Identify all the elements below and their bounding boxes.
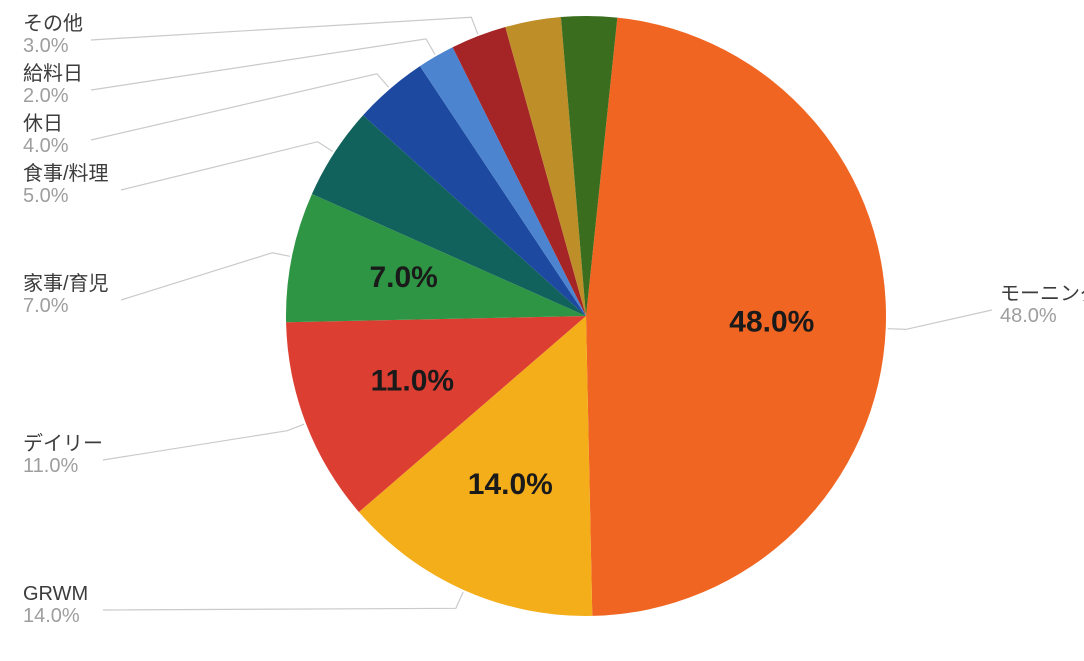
pie-ext-label-pct-1: 14.0% [23, 605, 80, 627]
pie-inner-pct-2: 11.0% [371, 365, 454, 398]
pie-ext-label-name-3: 家事/育児 [23, 272, 109, 295]
pie-ext-label-pct-5: 4.0% [23, 135, 69, 157]
pie-ext-label-name-7: その他 [23, 12, 83, 35]
pie-leader-3 [121, 253, 290, 300]
pie-ext-label-pct-6: 2.0% [23, 85, 69, 107]
pie-leader-0 [888, 310, 992, 329]
pie-leader-7 [91, 17, 478, 40]
pie-leader-6 [91, 39, 435, 90]
pie-ext-label-name-1: GRWM [23, 583, 88, 605]
pie-leader-2 [103, 424, 304, 460]
pie-chart-svg: 48.0%14.0%11.0%7.0%モーニング48.0%GRWM14.0%デイ… [0, 0, 1084, 661]
pie-leader-4 [121, 142, 333, 190]
pie-leader-1 [103, 592, 463, 610]
pie-ext-label-pct-3: 7.0% [23, 295, 69, 317]
pie-ext-label-name-0: モーニング [1000, 282, 1084, 305]
pie-inner-pct-0: 48.0% [729, 306, 814, 339]
pie-inner-pct-1: 14.0% [468, 468, 553, 501]
pie-ext-label-pct-7: 3.0% [23, 35, 69, 57]
pie-ext-label-name-2: デイリー [23, 432, 103, 455]
pie-ext-label-pct-4: 5.0% [23, 185, 69, 207]
pie-ext-label-pct-2: 11.0% [23, 455, 78, 477]
pie-ext-label-name-5: 休日 [23, 112, 63, 135]
pie-ext-label-name-6: 給料日 [23, 62, 83, 85]
pie-inner-pct-3: 7.0% [369, 261, 437, 294]
pie-chart-container: 48.0%14.0%11.0%7.0%モーニング48.0%GRWM14.0%デイ… [0, 0, 1084, 661]
pie-ext-label-pct-0: 48.0% [1000, 305, 1057, 327]
pie-ext-label-name-4: 食事/料理 [23, 162, 109, 185]
